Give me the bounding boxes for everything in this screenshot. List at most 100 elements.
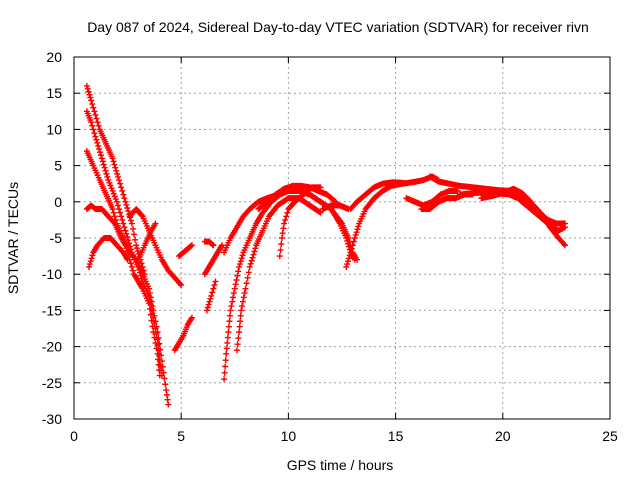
y-tick-label: -15: [42, 302, 62, 318]
data-point: [231, 285, 238, 292]
data-point: [95, 122, 102, 129]
data-point: [118, 213, 125, 220]
data-point: [128, 220, 135, 227]
x-tick-label: 15: [388, 428, 404, 444]
data-point: [177, 280, 184, 287]
data-point: [111, 161, 118, 168]
data-point: [344, 237, 351, 244]
data-point: [560, 241, 567, 248]
data-point: [354, 226, 361, 233]
data-point: [230, 294, 237, 301]
data-point: [89, 122, 96, 129]
data-point: [561, 242, 568, 249]
data-point: [224, 339, 231, 346]
data-point: [92, 111, 99, 118]
data-point: [90, 126, 97, 133]
data-point: [225, 323, 232, 330]
data-point: [280, 225, 287, 232]
data-point: [127, 217, 134, 224]
data-point: [234, 272, 241, 279]
data-point: [351, 256, 358, 263]
data-point: [346, 252, 353, 259]
data-point: [111, 193, 118, 200]
data-series: [86, 235, 131, 270]
data-point: [129, 225, 136, 232]
data-point: [125, 208, 132, 215]
data-point: [207, 295, 214, 302]
data-series: [403, 187, 461, 209]
data-series: [456, 189, 568, 234]
data-point: [111, 213, 118, 220]
data-point: [123, 245, 130, 252]
data-point: [91, 108, 98, 115]
data-point: [239, 303, 246, 310]
data-point: [95, 142, 102, 149]
data-point: [123, 230, 130, 237]
data-point: [152, 318, 159, 325]
data-point: [96, 146, 103, 153]
data-point: [316, 208, 323, 215]
data-point: [252, 245, 259, 252]
data-series: [343, 173, 442, 270]
data-point: [229, 298, 236, 305]
y-axis-label: SDTVAR / TECUs: [5, 182, 21, 294]
data-point: [250, 251, 257, 258]
data-point: [251, 248, 258, 255]
data-point: [99, 158, 106, 165]
y-tick-label: -20: [42, 339, 62, 355]
data-point: [131, 231, 138, 238]
data-point: [277, 247, 284, 254]
data-point: [124, 205, 131, 212]
data-point: [86, 91, 93, 98]
data-point: [150, 307, 157, 314]
data-point: [120, 191, 127, 198]
data-point: [209, 289, 216, 296]
data-point: [94, 139, 101, 146]
data-point: [89, 252, 96, 259]
data-point: [110, 158, 117, 165]
data-point: [122, 198, 129, 205]
data-point: [235, 268, 242, 275]
data-point: [87, 258, 94, 265]
y-tick-label: 20: [46, 49, 62, 65]
data-series: [426, 173, 568, 249]
data-point: [350, 238, 357, 245]
data-point: [235, 335, 242, 342]
data-point: [97, 149, 104, 156]
data-point: [146, 290, 153, 297]
data-point: [107, 182, 114, 189]
data-point: [119, 216, 126, 223]
data-series: [319, 202, 352, 213]
data-series: [83, 202, 163, 379]
data-point: [104, 173, 111, 180]
data-series: [347, 179, 408, 213]
data-point: [100, 161, 107, 168]
data-point: [209, 241, 216, 248]
data-point: [86, 261, 93, 268]
data-point: [401, 179, 408, 186]
data-point: [123, 201, 130, 208]
data-point: [114, 170, 121, 177]
data-point: [237, 312, 244, 319]
data-point: [118, 184, 125, 191]
data-point: [345, 255, 352, 262]
data-series: [171, 314, 195, 354]
data-point: [159, 363, 166, 370]
data-point: [117, 180, 124, 187]
data-point: [133, 242, 140, 249]
data-point: [154, 350, 161, 357]
data-point: [352, 232, 359, 239]
data-point: [109, 155, 116, 162]
data-point: [237, 318, 244, 325]
data-point: [234, 341, 241, 348]
data-point: [282, 216, 289, 223]
data-point: [236, 263, 243, 270]
data-point: [276, 253, 283, 260]
data-point: [236, 329, 243, 336]
data-point: [345, 258, 352, 265]
x-tick-label: 25: [602, 428, 618, 444]
data-series: [126, 206, 185, 289]
data-point: [146, 305, 153, 312]
data-point: [279, 230, 286, 237]
data-point: [224, 334, 231, 341]
